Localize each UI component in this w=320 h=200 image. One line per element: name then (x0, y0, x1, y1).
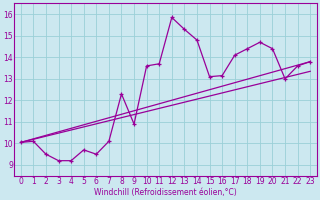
X-axis label: Windchill (Refroidissement éolien,°C): Windchill (Refroidissement éolien,°C) (94, 188, 237, 197)
